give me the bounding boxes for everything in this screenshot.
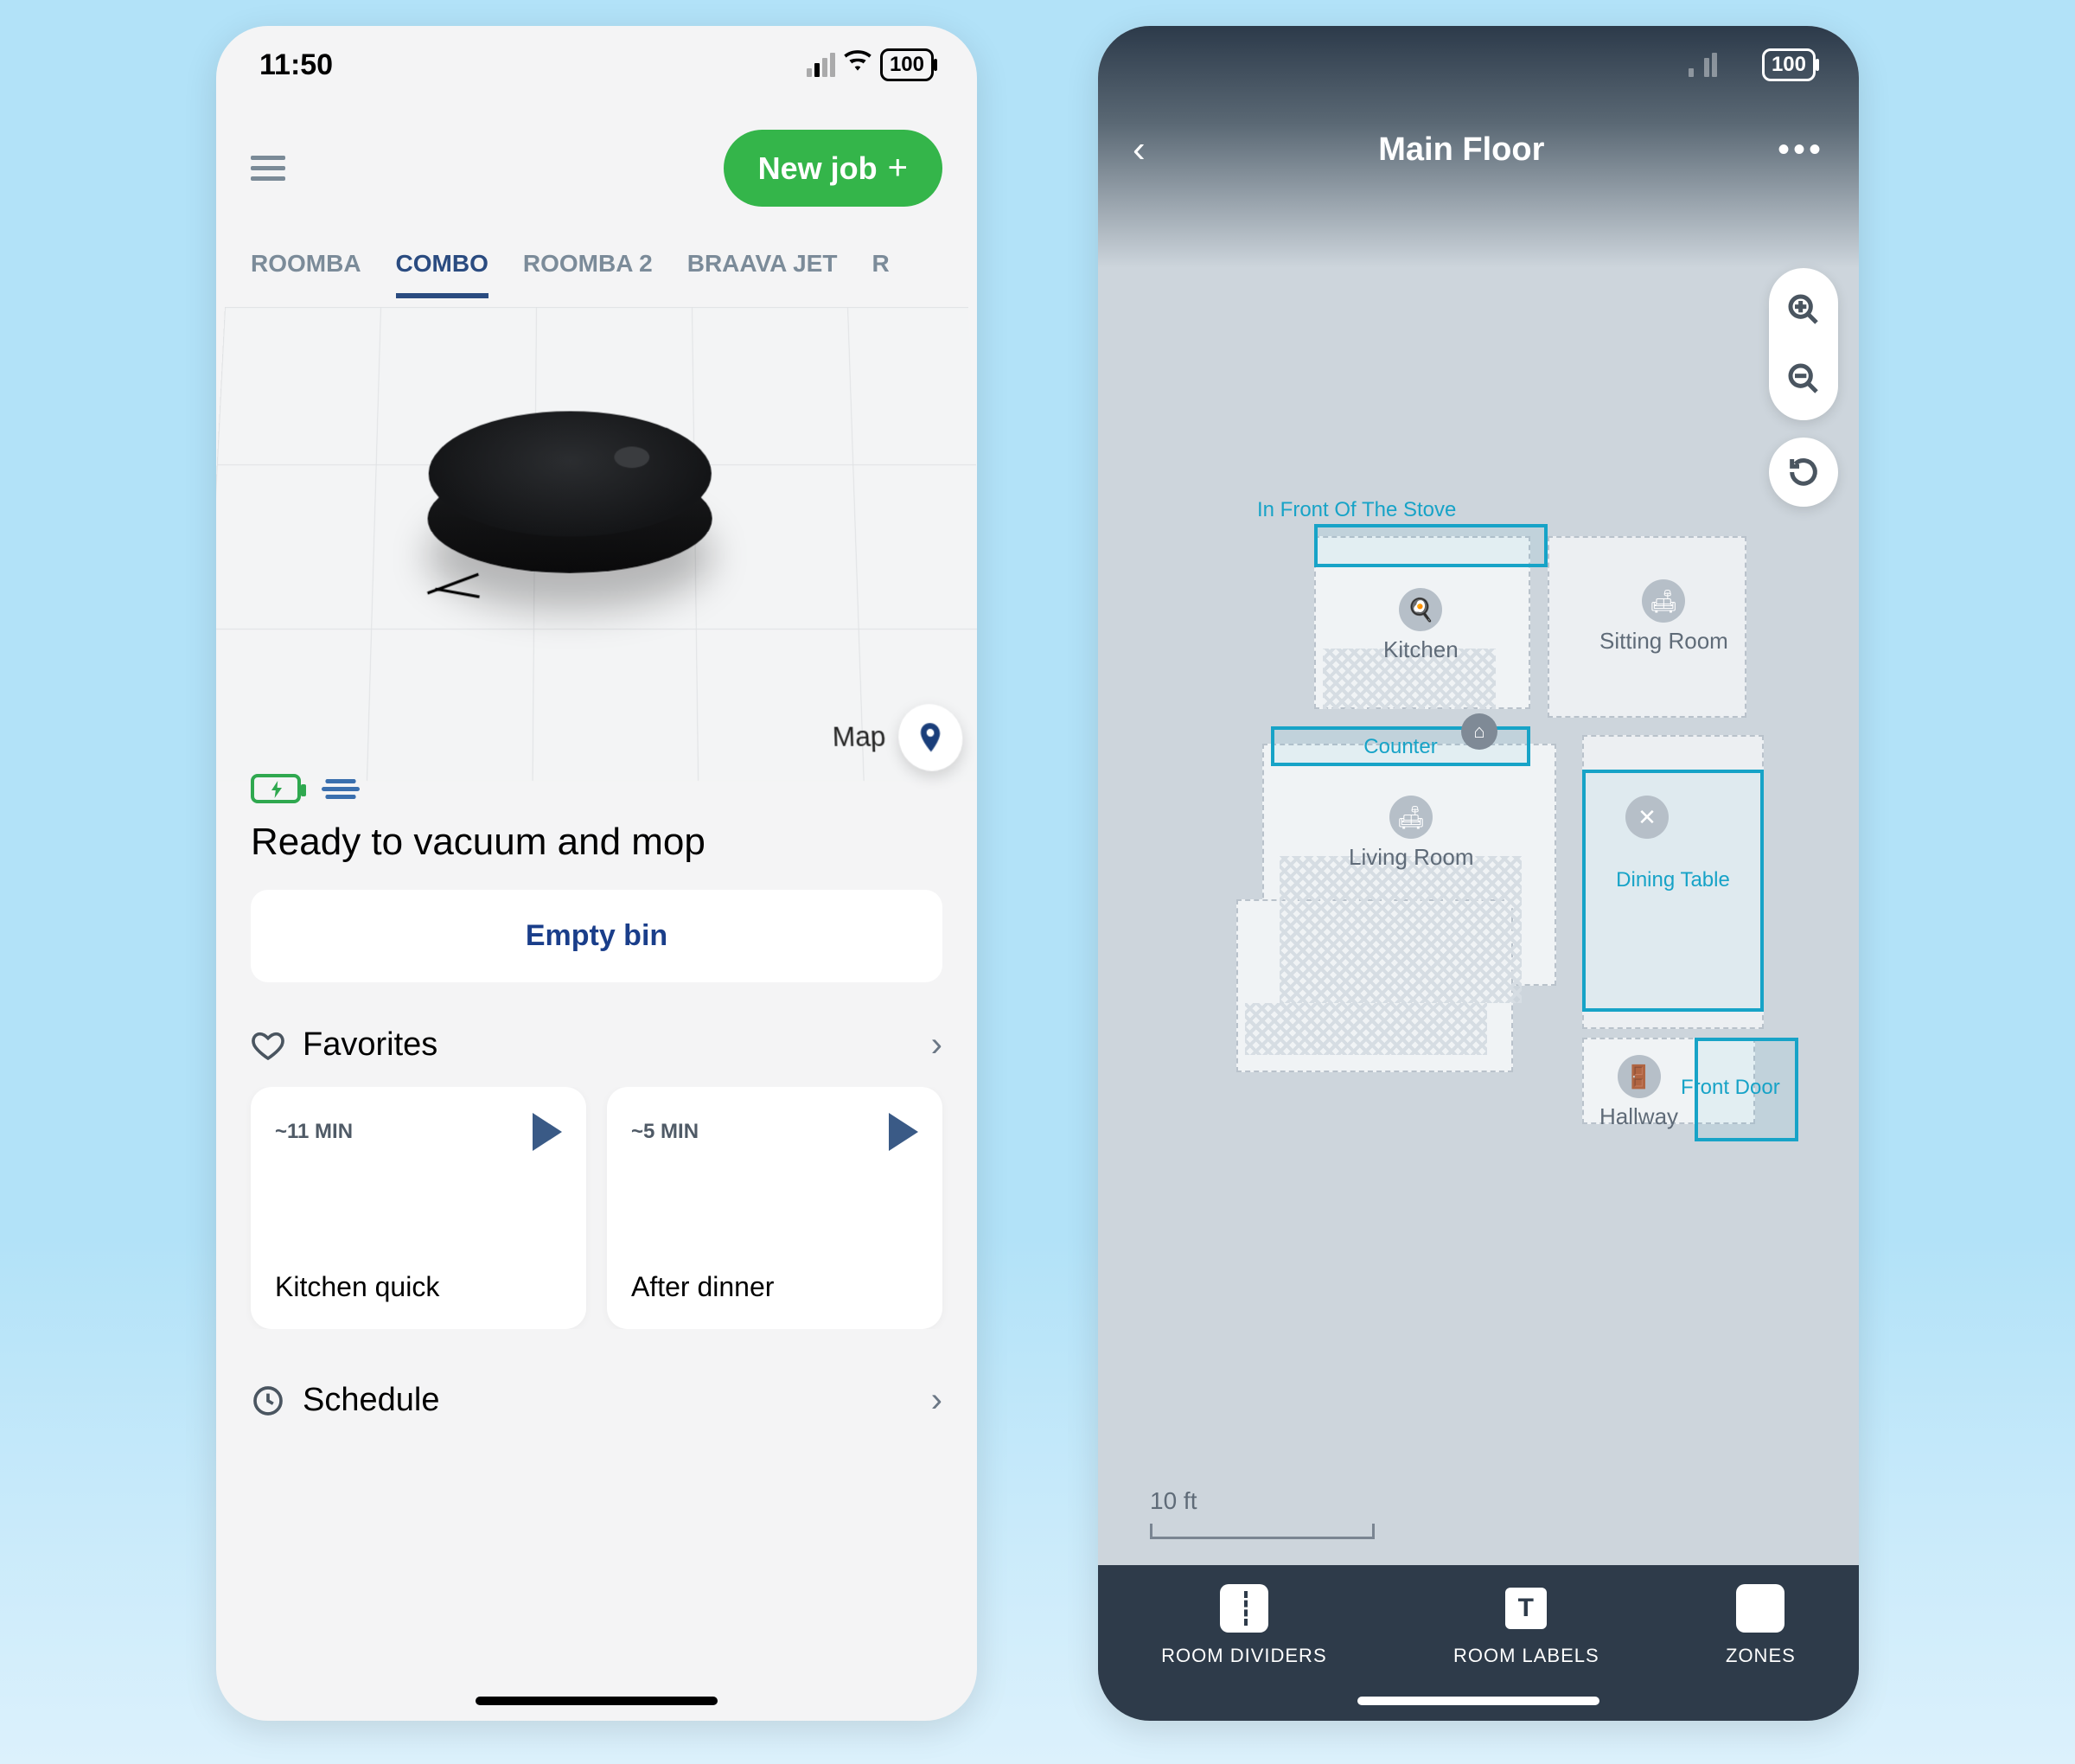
zones-button[interactable]: ZONES — [1726, 1584, 1796, 1667]
home-indicator — [1357, 1697, 1599, 1705]
menu-button[interactable] — [251, 156, 285, 181]
play-icon — [533, 1113, 562, 1151]
battery-pill: 100 — [880, 48, 934, 81]
clock-label: 11:50 — [259, 48, 333, 82]
new-job-label: New job — [758, 150, 878, 187]
tab-roomba2[interactable]: ROOMBA 2 — [523, 250, 653, 298]
battery-charging-icon — [251, 774, 301, 803]
map-pin-icon — [913, 720, 948, 755]
tab-braava[interactable]: BRAAVA JET — [687, 250, 838, 298]
back-button[interactable]: ‹ — [1133, 128, 1146, 171]
zoom-out-button[interactable] — [1769, 344, 1838, 413]
page-title: Main Floor — [1378, 131, 1544, 169]
schedule-label: Schedule — [303, 1382, 439, 1419]
map-button[interactable] — [897, 704, 964, 771]
zone-label: In Front Of The Stove — [1257, 498, 1456, 522]
more-button[interactable]: ••• — [1778, 131, 1824, 169]
tab-combo[interactable]: COMBO — [396, 250, 488, 298]
header: New job + — [216, 104, 977, 224]
favorite-name: After dinner — [631, 1271, 918, 1303]
zone-dining-table[interactable]: Dining Table — [1582, 770, 1764, 1012]
labels-icon: T — [1502, 1584, 1550, 1633]
door-icon: 🚪 — [1618, 1055, 1661, 1098]
status-bar: 11:50 100 — [216, 26, 977, 104]
room-label-kitchen[interactable]: 🍳 Kitchen — [1383, 588, 1459, 663]
clock-icon — [251, 1384, 285, 1418]
status-right: 100 — [807, 48, 934, 83]
favorite-name: Kitchen quick — [275, 1271, 562, 1303]
tab-more[interactable]: R — [872, 250, 889, 298]
schedule-header[interactable]: Schedule › — [216, 1329, 977, 1442]
device-illustration: Map — [216, 307, 977, 781]
zone-label: Dining Table — [1586, 868, 1760, 892]
status-text: Ready to vacuum and mop — [216, 803, 977, 890]
device-tabs: ROOMBA COMBO ROOMBA 2 BRAAVA JET R — [216, 224, 977, 298]
water-level-icon — [322, 779, 360, 799]
nav-bar: ‹ Main Floor ••• — [1098, 104, 1859, 195]
recenter-icon — [1786, 455, 1821, 489]
phone-map-screen: 11:49 100 ‹ Main Floor ••• — [1098, 26, 1859, 1721]
zones-icon — [1736, 1584, 1784, 1633]
map-button-group: Map — [831, 704, 964, 771]
chevron-right-icon: › — [931, 1026, 942, 1064]
cellular-icon — [807, 53, 835, 77]
play-icon — [889, 1113, 918, 1151]
map-controls — [1769, 268, 1838, 507]
zone-front-door[interactable]: Front Door — [1695, 1038, 1798, 1141]
cooking-icon: 🍳 — [1399, 588, 1442, 631]
heart-icon — [251, 1028, 285, 1063]
utensils-icon: ✕ — [1625, 796, 1669, 839]
favorite-duration: ~5 MIN — [631, 1120, 699, 1144]
favorites-label: Favorites — [303, 1026, 437, 1064]
room-label-dining[interactable]: ✕ — [1625, 796, 1669, 839]
favorite-card[interactable]: ~11 MIN Kitchen quick — [251, 1087, 586, 1329]
map-label: Map — [832, 721, 886, 754]
carpet-area — [1280, 856, 1522, 1003]
phone-home-screen: 11:50 100 New job + ROOMBA COMBO ROOMBA … — [216, 26, 977, 1721]
plus-icon: + — [888, 149, 908, 188]
scale-label: 10 ft — [1150, 1487, 1197, 1514]
scale-bar: 10 ft — [1150, 1487, 1375, 1539]
favorite-duration: ~11 MIN — [275, 1120, 353, 1144]
room-label-sitting[interactable]: 🛋 Sitting Room — [1599, 579, 1728, 655]
floor-plan[interactable]: In Front Of The Stove Counter Dining Tab… — [1236, 519, 1790, 1176]
zoom-in-button[interactable] — [1769, 275, 1838, 344]
carpet-area — [1245, 1003, 1487, 1055]
room-label-hallway[interactable]: 🚪 Hallway — [1599, 1055, 1678, 1130]
favorites-list: ~11 MIN Kitchen quick ~5 MIN After dinne… — [216, 1087, 977, 1329]
recenter-button[interactable] — [1769, 438, 1838, 507]
roomba-image — [388, 376, 750, 648]
dividers-icon — [1220, 1584, 1268, 1633]
chevron-right-icon: › — [931, 1381, 942, 1420]
new-job-button[interactable]: New job + — [724, 130, 942, 207]
zoom-out-icon — [1786, 361, 1821, 396]
chair-icon: 🛋 — [1642, 579, 1685, 623]
room-dividers-button[interactable]: ROOM DIVIDERS — [1161, 1584, 1326, 1667]
battery-pill: 100 — [1762, 48, 1816, 81]
home-indicator — [476, 1697, 718, 1705]
favorite-card[interactable]: ~5 MIN After dinner — [607, 1087, 942, 1329]
wifi-icon — [844, 48, 872, 83]
zoom-in-icon — [1786, 292, 1821, 327]
zone-stove[interactable]: In Front Of The Stove — [1314, 524, 1548, 567]
tab-roomba[interactable]: ROOMBA — [251, 250, 361, 298]
zone-label: Front Door — [1681, 1076, 1780, 1100]
room-label-living[interactable]: 🛋 Living Room — [1349, 796, 1474, 871]
empty-bin-button[interactable]: Empty bin — [251, 890, 942, 982]
favorites-header[interactable]: Favorites › — [216, 982, 977, 1087]
sofa-icon: 🛋 — [1389, 796, 1433, 839]
room-labels-button[interactable]: T ROOM LABELS — [1453, 1584, 1599, 1667]
dock-icon: ⌂ — [1461, 713, 1497, 750]
